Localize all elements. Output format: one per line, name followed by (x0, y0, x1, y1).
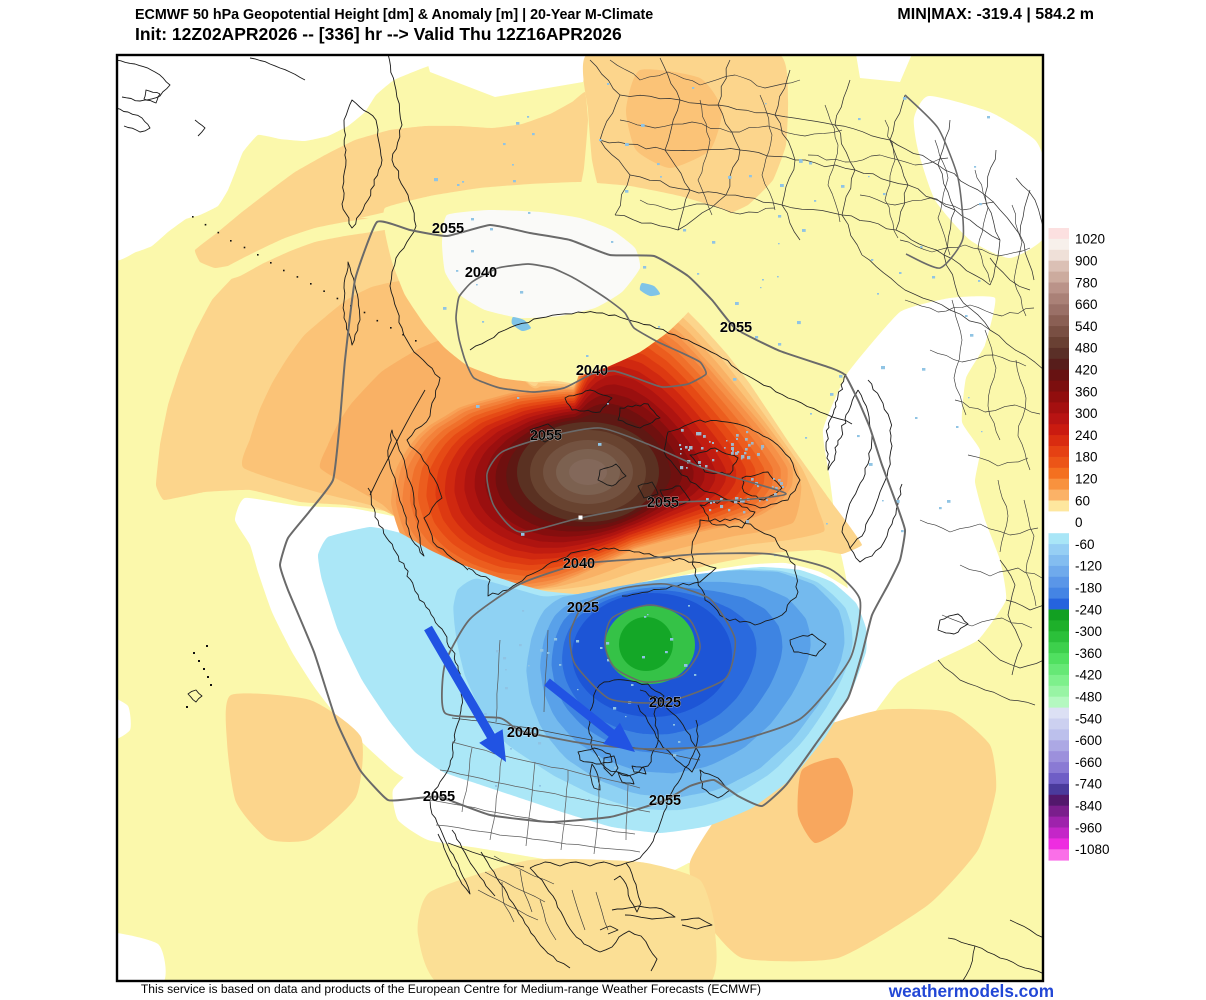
svg-text:-600: -600 (1075, 733, 1102, 748)
svg-text:900: 900 (1075, 254, 1098, 269)
svg-text:This service is based on data: This service is based on data and produc… (141, 982, 761, 996)
svg-text:2055: 2055 (432, 221, 464, 237)
svg-text:2040: 2040 (576, 363, 608, 379)
svg-text:2055: 2055 (720, 320, 752, 336)
svg-text:weathermodels.com: weathermodels.com (888, 981, 1054, 1000)
svg-text:-540: -540 (1075, 711, 1102, 726)
svg-text:2040: 2040 (507, 725, 539, 741)
svg-text:-420: -420 (1075, 668, 1102, 683)
svg-text:2040: 2040 (563, 556, 595, 572)
svg-text:2055: 2055 (647, 495, 679, 511)
svg-text:360: 360 (1075, 384, 1098, 399)
svg-text:2055: 2055 (423, 789, 455, 805)
svg-text:-480: -480 (1075, 690, 1102, 705)
svg-text:-120: -120 (1075, 559, 1102, 574)
svg-text:MIN|MAX: -319.4 | 584.2 m: MIN|MAX: -319.4 | 584.2 m (897, 6, 1094, 23)
svg-text:-240: -240 (1075, 602, 1102, 617)
svg-text:-60: -60 (1075, 537, 1095, 552)
svg-text:1020: 1020 (1075, 232, 1105, 247)
svg-text:-180: -180 (1075, 581, 1102, 596)
svg-text:300: 300 (1075, 406, 1098, 421)
svg-text:540: 540 (1075, 319, 1098, 334)
svg-text:-1080: -1080 (1075, 842, 1110, 857)
svg-text:660: 660 (1075, 297, 1098, 312)
svg-text:240: 240 (1075, 428, 1098, 443)
svg-text:480: 480 (1075, 341, 1098, 356)
svg-text:2040: 2040 (465, 265, 497, 281)
svg-text:60: 60 (1075, 493, 1090, 508)
svg-text:120: 120 (1075, 472, 1098, 487)
svg-text:2025: 2025 (649, 695, 681, 711)
svg-text:-840: -840 (1075, 799, 1102, 814)
svg-text:780: 780 (1075, 275, 1098, 290)
svg-text:-960: -960 (1075, 820, 1102, 835)
svg-text:-300: -300 (1075, 624, 1102, 639)
svg-text:2055: 2055 (530, 428, 562, 444)
svg-text:ECMWF 50 hPa Geopotential Heig: ECMWF 50 hPa Geopotential Height [dm] & … (135, 7, 653, 23)
svg-text:-740: -740 (1075, 777, 1102, 792)
svg-text:-660: -660 (1075, 755, 1102, 770)
svg-text:0: 0 (1075, 515, 1083, 530)
svg-text:420: 420 (1075, 363, 1098, 378)
svg-text:Init: 12Z02APR2026 -- [336] hr: Init: 12Z02APR2026 -- [336] hr --> Valid… (135, 24, 622, 44)
svg-text:180: 180 (1075, 450, 1098, 465)
svg-text:-360: -360 (1075, 646, 1102, 661)
svg-text:2025: 2025 (567, 600, 599, 616)
svg-text:2055: 2055 (649, 793, 681, 809)
